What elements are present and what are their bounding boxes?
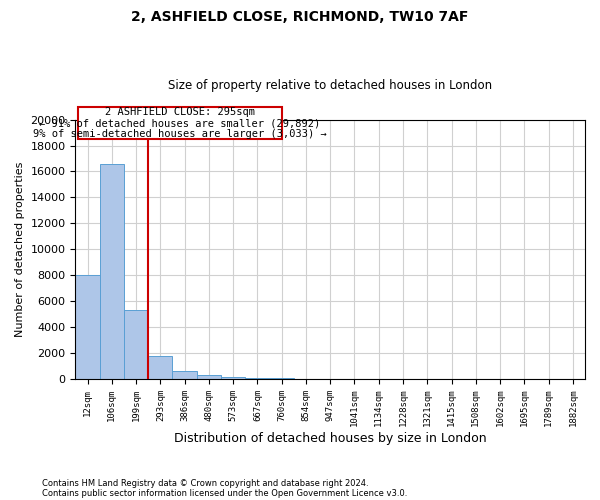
Text: 2 ASHFIELD CLOSE: 295sqm: 2 ASHFIELD CLOSE: 295sqm [105, 107, 255, 117]
Bar [221, 377, 245, 379]
Text: Contains public sector information licensed under the Open Government Licence v3: Contains public sector information licen… [42, 488, 407, 498]
Bar [197, 375, 221, 379]
Y-axis label: Number of detached properties: Number of detached properties [15, 162, 25, 337]
Text: 2, ASHFIELD CLOSE, RICHMOND, TW10 7AF: 2, ASHFIELD CLOSE, RICHMOND, TW10 7AF [131, 10, 469, 24]
Text: 9% of semi-detached houses are larger (3,033) →: 9% of semi-detached houses are larger (3… [33, 129, 326, 139]
X-axis label: Distribution of detached houses by size in London: Distribution of detached houses by size … [174, 432, 487, 445]
Text: ← 91% of detached houses are smaller (29,892): ← 91% of detached houses are smaller (29… [39, 118, 320, 128]
Bar [172, 372, 197, 379]
Bar [124, 310, 148, 379]
Bar [100, 164, 124, 379]
Bar [245, 378, 269, 379]
Bar [269, 378, 294, 379]
Bar [148, 356, 172, 379]
Bar [76, 274, 100, 379]
Title: Size of property relative to detached houses in London: Size of property relative to detached ho… [168, 79, 492, 92]
FancyBboxPatch shape [78, 106, 281, 139]
Text: Contains HM Land Registry data © Crown copyright and database right 2024.: Contains HM Land Registry data © Crown c… [42, 478, 368, 488]
